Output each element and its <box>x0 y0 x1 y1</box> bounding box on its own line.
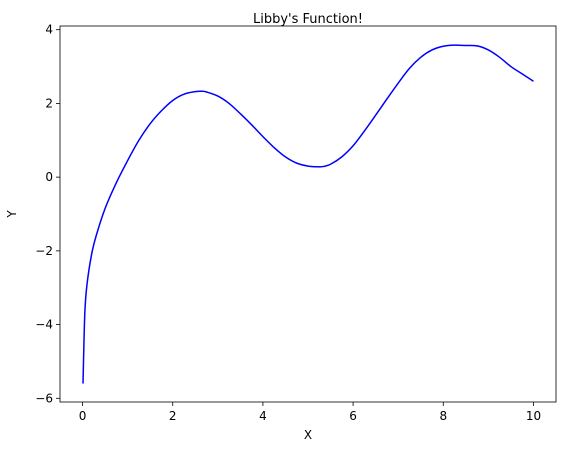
y-tick-label: 0 <box>45 170 53 184</box>
x-tick-label: 10 <box>526 409 541 423</box>
y-axis-label: Y <box>5 210 19 219</box>
y-tick-label: −4 <box>35 318 53 332</box>
y-tick-label: 4 <box>45 23 53 37</box>
x-tick-label: 6 <box>349 409 357 423</box>
y-tick-label: −2 <box>35 244 53 258</box>
plot-area: 0 2 4 6 8 10 −6 −4 −2 0 2 4 <box>35 23 557 423</box>
y-axis: −6 −4 −2 0 2 4 <box>35 23 60 405</box>
series-line <box>82 44 534 384</box>
x-tick-label: 4 <box>259 409 267 423</box>
y-tick-label: −6 <box>35 391 53 405</box>
x-tick-label: 2 <box>169 409 177 423</box>
chart-title: Libby's Function! <box>253 12 363 27</box>
x-tick-label: 8 <box>439 409 447 423</box>
y-tick-label: 2 <box>45 96 53 110</box>
x-axis: 0 2 4 6 8 10 <box>79 402 541 423</box>
x-axis-label: X <box>304 428 312 442</box>
plot-frame <box>59 25 557 403</box>
x-tick-label: 0 <box>79 409 87 423</box>
